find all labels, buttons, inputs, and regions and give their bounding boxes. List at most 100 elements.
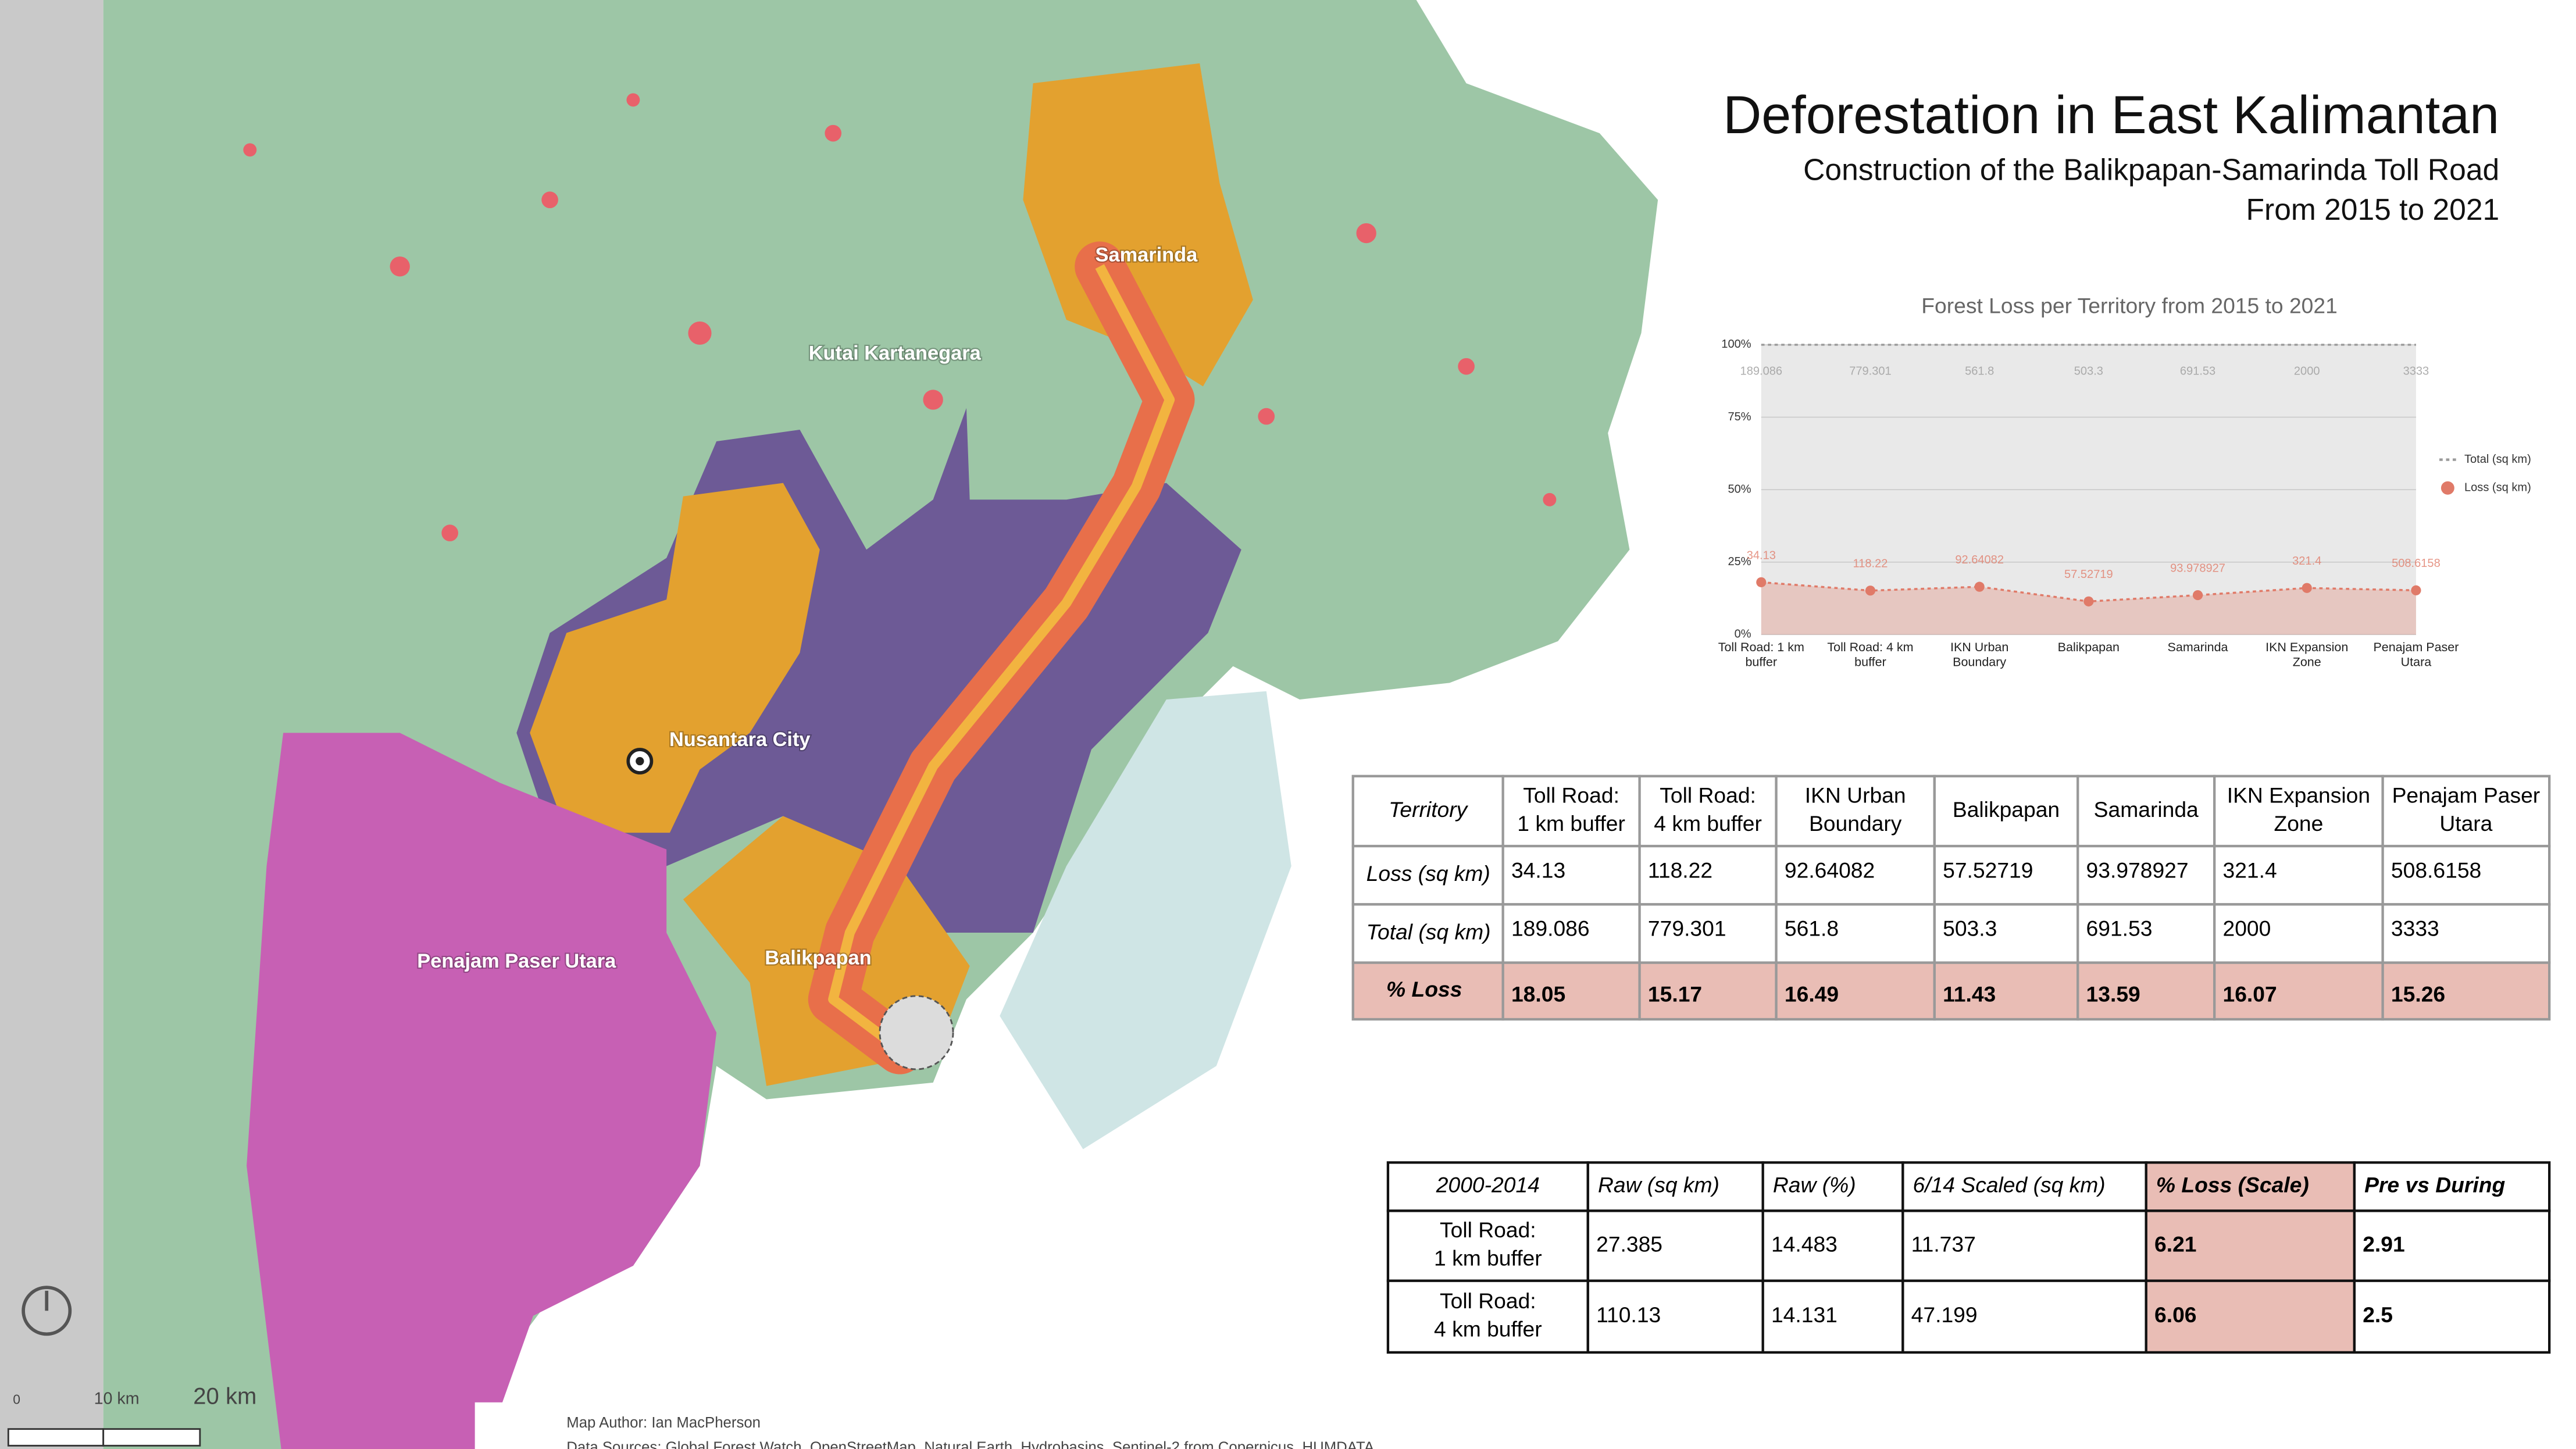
point [2411, 585, 2421, 595]
data-label: 189.086 [1740, 365, 1782, 377]
cell-text: 321.4 [2223, 858, 2277, 882]
legend-label: Total (sq km) [2464, 453, 2531, 466]
cell-text: Toll Road: [1660, 783, 1756, 807]
cell-text: 11.43 [1943, 982, 1996, 1007]
cell-text: 93.978927 [2086, 858, 2189, 882]
cell-text: % Loss (Scale) [2156, 1173, 2309, 1197]
data-label: 118.22 [1853, 558, 1888, 570]
data-label: 3333 [2403, 365, 2429, 377]
x-tick-label: IKN Expansion Zone [2265, 639, 2349, 670]
cell-text: 1 km buffer [1517, 811, 1625, 836]
point [2302, 583, 2312, 593]
cell-text: Balikpapan [1953, 797, 2060, 822]
city-marker-dot [636, 756, 644, 766]
west-land [0, 0, 104, 1449]
scale-bar [102, 1428, 201, 1447]
point [1974, 581, 1985, 592]
cell-text: 14.483 [1771, 1232, 1838, 1256]
subtitle: Construction of the Balikpapan-Samarinda… [1803, 152, 2499, 186]
map-label: Nusantara City [669, 729, 811, 751]
data-label: 561.8 [1965, 365, 1994, 377]
header-cell [2213, 775, 2384, 848]
cell-text: 15.17 [1648, 982, 1702, 1007]
legend-swatch [2441, 481, 2454, 495]
scale-label: 20 km [193, 1384, 256, 1409]
toll-road [828, 264, 1175, 1054]
cell-text: 189.086 [1511, 916, 1590, 941]
point [1865, 586, 1876, 596]
cell [1638, 961, 1778, 1021]
scale-label: 10 km [94, 1390, 140, 1408]
penajam-area [247, 733, 717, 1449]
cell [2145, 1209, 2356, 1282]
cell-text: 57.52719 [1943, 858, 2033, 882]
point [1756, 577, 1767, 587]
cell-text: 15.26 [2391, 982, 2445, 1007]
legend-label: Loss (sq km) [2464, 481, 2531, 494]
cell [2353, 1279, 2551, 1354]
cell-text: Toll Road: [1523, 783, 1619, 807]
cell-text: 3333 [2391, 916, 2439, 941]
cell [1638, 844, 1778, 906]
cell [2077, 903, 2216, 964]
cell [1933, 844, 2079, 906]
data-label: 691.53 [2180, 365, 2215, 377]
cell-text: 92.64082 [1785, 858, 1875, 882]
cell-text: 1 km buffer [1434, 1246, 1542, 1270]
samarinda-area [1023, 63, 1253, 387]
map-label: Balikpapan [765, 947, 871, 969]
cell-text: Pre vs During [2364, 1173, 2505, 1197]
cell [2077, 844, 2216, 906]
cell [1386, 1209, 1589, 1282]
tables: Territory Toll Road: 1 km buffer Toll Road:… [1351, 775, 2551, 1354]
data-label: 93.978927 [2170, 562, 2225, 574]
cell [1933, 961, 2079, 1021]
x-tick-label: Balikpapan [2058, 640, 2120, 655]
credit: Data Sources: Global Forest Watch, OpenS… [566, 1440, 1375, 1449]
cell-text: 2.5 [2363, 1302, 2393, 1327]
x-tick-text: IKN Expansion Zone [2265, 639, 2349, 670]
cell [2077, 961, 2216, 1021]
cell-text: Total (sq km) [1367, 919, 1491, 944]
cell-text: 2000 [2223, 916, 2271, 941]
deforestation-patches [243, 93, 1557, 541]
x-tick-text: Toll Road: 4 km buffer [1827, 639, 1914, 670]
cell [2213, 961, 2384, 1021]
y-tick-label: 100% [1721, 338, 1751, 351]
data-label: 503.3 [2074, 365, 2103, 377]
texts: Deforestation in East Kalimantan Construc… [13, 85, 2499, 1449]
cell-text: 118.22 [1648, 858, 1712, 882]
data-label: 57.52719 [2064, 568, 2113, 581]
data-label: 34.13 [1747, 549, 1776, 562]
x-tick-label: Samarinda [2168, 640, 2228, 655]
data-label: 92.64082 [1955, 554, 2004, 566]
cell-text: 6/14 Scaled (sq km) [1913, 1173, 2106, 1197]
subtitle: From 2015 to 2021 [2246, 192, 2500, 226]
cell-text: IKN Expansion [2227, 783, 2370, 807]
point [2083, 596, 2094, 606]
cell [1351, 961, 1504, 1021]
cell [1586, 1279, 1764, 1354]
cell-text: Samarinda [2094, 797, 2199, 822]
chart: Forest Loss per Territory from 2015 to 2… [1718, 294, 2531, 670]
title: Deforestation in East Kalimantan [1723, 85, 2499, 145]
chart-title: Forest Loss per Territory from 2015 to 2… [1921, 294, 2338, 318]
cell-text: 16.49 [1785, 982, 1839, 1007]
cell [1386, 1279, 1589, 1354]
header-cell [1501, 775, 1641, 848]
cell-text: 13.59 [2086, 982, 2140, 1007]
cell-text: 6.06 [2154, 1302, 2196, 1327]
cell [2381, 903, 2551, 964]
cell-text: Toll Road: [1440, 1289, 1536, 1313]
scale-bar [7, 1428, 105, 1447]
cell-text: Toll Road: [1440, 1218, 1536, 1242]
scale-label: 0 [13, 1392, 20, 1407]
ikn-urban-boundary [530, 483, 820, 833]
cell-text: 2000-2014 [1436, 1173, 1540, 1197]
data-label: 508.6158 [2392, 557, 2441, 570]
cell-text: 110.13 [1596, 1302, 1661, 1327]
cell-text: Zone [2274, 811, 2323, 836]
data-label: 2000 [2294, 365, 2320, 377]
y-tick-label: 25% [1728, 555, 1751, 568]
compass [22, 1286, 72, 1336]
